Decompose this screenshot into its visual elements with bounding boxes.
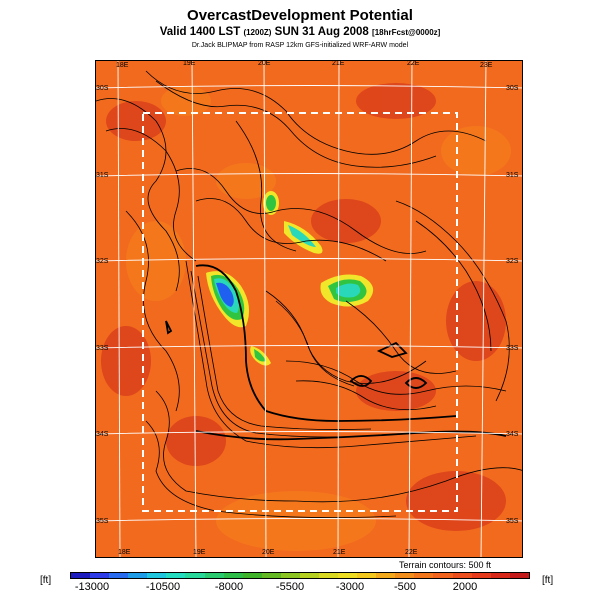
terrain-contours [96,70,522,519]
lon-label-top: 22E [407,60,420,67]
colorbar-segment [71,573,91,578]
colorbar-segment [109,573,129,578]
lon-label-top: 20E [258,60,271,67]
colorbar-segment [395,573,415,578]
lat-label-right: 31S [506,172,519,179]
lon-label-top: 21E [332,60,345,67]
colorbar-segment [433,573,453,578]
colorbar-segment [376,573,396,578]
lon-label-bottom: 21E [333,549,346,556]
colorbar-label: -13000 [74,581,110,593]
colorbar-segment [509,573,529,578]
colorbar-label: -10500 [145,581,181,593]
lon-label-top: 23E [480,62,493,69]
lat-label-right: 35S [506,518,519,525]
colorbar-segment [185,573,205,578]
map-canvas [96,61,522,557]
valid-date: SUN 31 Aug 2008 [274,26,369,38]
unit-label-right: [ft] [542,575,554,586]
colorbar-segment [128,573,148,578]
terrain-contour-note: Terrain contours: 500 ft [399,560,492,570]
lon-label-bottom: 22E [405,549,418,556]
forecast-info: [18hrFcst@0000z] [372,28,441,37]
lat-label-right: 32S [506,258,519,265]
lat-label-left: 32S [96,258,109,265]
overcast-zones [206,191,374,366]
colorbar-segment [166,573,186,578]
lat-label-right: 30S [506,85,519,92]
forecast-map: 18E 19E 20E 21E 22E 23E 18E 19E 20E 21E … [95,60,523,558]
colorbar-segment [414,573,434,578]
colorbar-segment [280,573,300,578]
colorbar-segment [452,573,472,578]
lat-label-left: 35S [96,518,109,525]
colorbar-segment [90,573,110,578]
colorbar-segment [490,573,510,578]
terrain-contours-bold [165,264,507,441]
lat-label-right: 33S [506,345,519,352]
inner-domain-box [142,112,458,512]
colorbar-segment [223,573,243,578]
colorbar-segment [299,573,320,578]
lon-label-bottom: 20E [262,549,275,556]
lat-label-left: 33S [96,345,109,352]
field-texture [101,83,511,551]
colorbar-label: -5500 [275,581,305,593]
lon-label-bottom: 18E [118,549,131,556]
lon-label-top: 18E [116,62,129,69]
colorbar-segment [204,573,224,578]
model-credit: Dr.Jack BLIPMAP from RASP 12km GFS-initi… [191,42,409,49]
colorbar-segment [357,573,377,578]
colorbar-segment [261,573,281,578]
colorbar-label: 2000 [452,581,478,593]
valid-time: Valid 1400 LST [159,26,241,38]
utc-time: (1200Z) [243,28,272,37]
lat-label-left: 31S [96,172,109,179]
lon-label-bottom: 19E [193,549,206,556]
colorbar-label: -8000 [214,581,244,593]
colorbar [70,572,530,579]
colorbar-label: -500 [393,581,417,593]
unit-label-left: [ft] [40,575,52,586]
colorbar-segment [338,573,358,578]
colorbar-label: -3000 [335,581,365,593]
lat-label-right: 34S [506,431,519,438]
chart-title: OvercastDevelopment Potential [187,7,413,24]
chart-subtitle: Valid 1400 LST (1200Z) SUN 31 Aug 2008 [… [0,26,600,38]
lat-label-left: 34S [96,431,109,438]
colorbar-segment [319,573,339,578]
lon-label-top: 19E [183,60,196,67]
latlon-grid [96,61,522,557]
colorbar-segment [242,573,262,578]
colorbar-segment [471,573,491,578]
colorbar-segment [147,573,167,578]
lat-label-left: 30S [96,85,109,92]
